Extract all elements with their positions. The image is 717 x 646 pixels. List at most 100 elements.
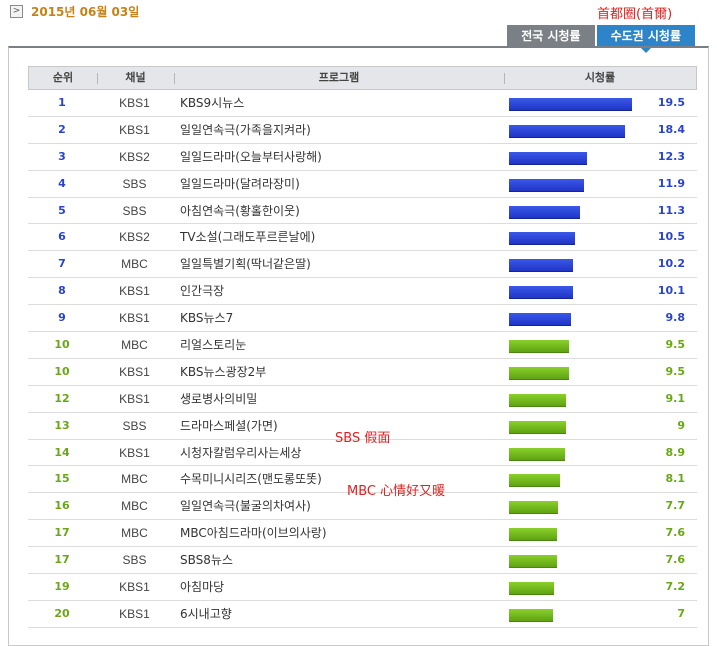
top-bar: > 2015년 06월 03일 首都圈(首爾) [0,0,717,28]
rating-value: 7.2 [665,580,686,594]
program-title[interactable]: MBC아침드라마(이브의사랑) [180,526,327,541]
column-header-rating: 시청률 [504,67,696,89]
program-cell[interactable]: 드라마스페셜(가면) [173,413,503,439]
rating-cell: 9.5 [503,359,695,385]
rating-bar [509,205,580,219]
rating-value: 9.5 [665,364,686,378]
rating-tabs: 전국 시청률 수도권 시청률 [507,25,695,53]
program-title[interactable]: 드라마스페셜(가면) [180,418,278,433]
channel-cell: KBS1 [119,364,150,379]
program-cell[interactable]: 생로병사의비밀 [173,386,503,412]
program-cell[interactable]: 일일드라마(오늘부터사랑해) [173,144,503,170]
rank-cell: 14 [54,445,70,459]
table-row: 20 KBS1 6시내고향 7 [28,601,697,628]
table-row: 5 SBS 아침연속극(황홀한이웃) 11.3 [28,198,697,225]
rating-cell: 11.3 [503,198,695,224]
rating-cell: 10.1 [503,278,695,304]
rating-bar [509,555,557,569]
tab-capital-area-rating[interactable]: 수도권 시청률 [596,25,695,53]
program-title[interactable]: 인간극장 [180,284,225,299]
channel-cell: KBS2 [119,230,150,245]
rank-cell: 17 [54,553,70,567]
rating-value: 7.6 [665,526,686,540]
channel-cell: MBC [121,526,148,541]
program-cell[interactable]: 6시내고향 [173,601,503,627]
program-title[interactable]: 생로병사의비밀 [180,391,258,406]
program-title[interactable]: KBS9시뉴스 [180,96,245,110]
channel-cell: KBS1 [119,606,150,621]
rank-cell: 4 [58,176,66,190]
channel-cell: MBC [121,499,148,514]
program-cell[interactable]: 리얼스토리눈 [173,332,503,358]
rank-cell: 1 [58,96,66,109]
program-title[interactable]: 일일특별기획(딱너같은딸) [180,257,311,272]
rating-bar [509,501,558,515]
rating-cell: 9 [503,413,695,439]
column-header-program: 프로그램 [174,67,504,89]
program-cell[interactable]: 일일드라마(달려라장미) [173,171,503,197]
program-cell[interactable]: KBS9시뉴스 [173,90,503,116]
program-title[interactable]: KBS뉴스광장2부 [180,364,267,379]
program-cell[interactable]: KBS뉴스7 [173,305,503,331]
program-title[interactable]: SBS8뉴스 [180,553,233,568]
program-title[interactable]: 수목미니시리즈(맨도롱또똣) [180,472,322,487]
program-cell[interactable]: TV소설(그래도푸르른날에) [173,224,503,250]
program-title[interactable]: 일일연속극(불굴의차여사) [180,499,311,514]
program-title[interactable]: TV소설(그래도푸르른날에) [180,230,316,245]
table-row: 10 KBS1 KBS뉴스광장2부 9.5 [28,359,697,386]
program-cell[interactable]: 일일연속극(불굴의차여사) [173,493,503,519]
rating-value: 11.9 [657,176,685,190]
rank-cell: 15 [54,472,70,486]
tab-nationwide-rating[interactable]: 전국 시청률 [507,25,595,47]
table-header: 순위 채널 프로그램 시청률 [28,66,697,90]
program-title[interactable]: 리얼스토리눈 [180,338,247,353]
program-cell[interactable]: 시청자칼럼우리사는세상 [173,440,503,466]
rank-cell: 16 [54,499,70,513]
program-cell[interactable]: KBS뉴스광장2부 [173,359,503,385]
program-title[interactable]: 6시내고향 [180,606,232,621]
rating-bar [509,151,587,165]
table-row: 14 KBS1 시청자칼럼우리사는세상 8.9 [28,440,697,467]
program-title[interactable]: 일일드라마(달려라장미) [180,176,300,191]
rating-cell: 7.7 [503,493,695,519]
rating-value: 9.8 [665,311,686,325]
rating-bar [509,124,625,138]
rating-value: 10.1 [657,284,685,298]
channel-cell: KBS1 [119,580,150,595]
channel-cell: SBS [122,418,147,433]
program-cell[interactable]: 아침연속극(황홀한이웃) [173,198,503,224]
rating-cell: 7 [503,601,695,627]
rating-cell: 9.1 [503,386,695,412]
rating-cell: 7.6 [503,520,695,546]
rating-bar [509,528,557,542]
program-cell[interactable]: 일일연속극(가족을지켜라) [173,117,503,143]
rating-cell: 9.5 [503,332,695,358]
program-title[interactable]: 아침연속극(황홀한이웃) [180,203,300,218]
rank-cell: 20 [54,606,70,620]
program-cell[interactable]: 아침마당 [173,574,503,600]
program-title[interactable]: 아침마당 [180,580,225,595]
rating-bar [509,340,569,354]
rank-cell: 10 [54,338,70,352]
program-cell[interactable]: 인간극장 [173,278,503,304]
rating-value: 7.7 [665,499,686,513]
rating-value: 12.3 [657,149,685,163]
rating-bar [509,447,565,461]
program-cell[interactable]: 일일특별기획(딱너같은딸) [173,251,503,277]
rating-bar [509,366,569,380]
channel-cell: KBS2 [119,149,150,164]
program-title[interactable]: 일일드라마(오늘부터사랑해) [180,149,322,164]
rating-value: 18.4 [657,122,685,136]
table-row: 16 MBC 일일연속극(불굴의차여사) 7.7 [28,493,697,521]
program-cell[interactable]: MBC아침드라마(이브의사랑) [173,520,503,546]
rating-bar [509,232,575,246]
program-title[interactable]: 시청자칼럼우리사는세상 [180,445,302,460]
table-row: 17 MBC MBC아침드라마(이브의사랑) 7.6 [28,520,697,548]
program-title[interactable]: 일일연속극(가족을지켜라) [180,122,311,137]
rank-cell: 9 [58,311,66,325]
rating-bar [509,286,573,300]
program-cell[interactable]: SBS8뉴스 [173,547,503,573]
program-cell[interactable]: 수목미니시리즈(맨도롱또똣) [173,466,503,492]
program-title[interactable]: KBS뉴스7 [180,311,234,326]
expand-icon[interactable]: > [10,5,23,18]
